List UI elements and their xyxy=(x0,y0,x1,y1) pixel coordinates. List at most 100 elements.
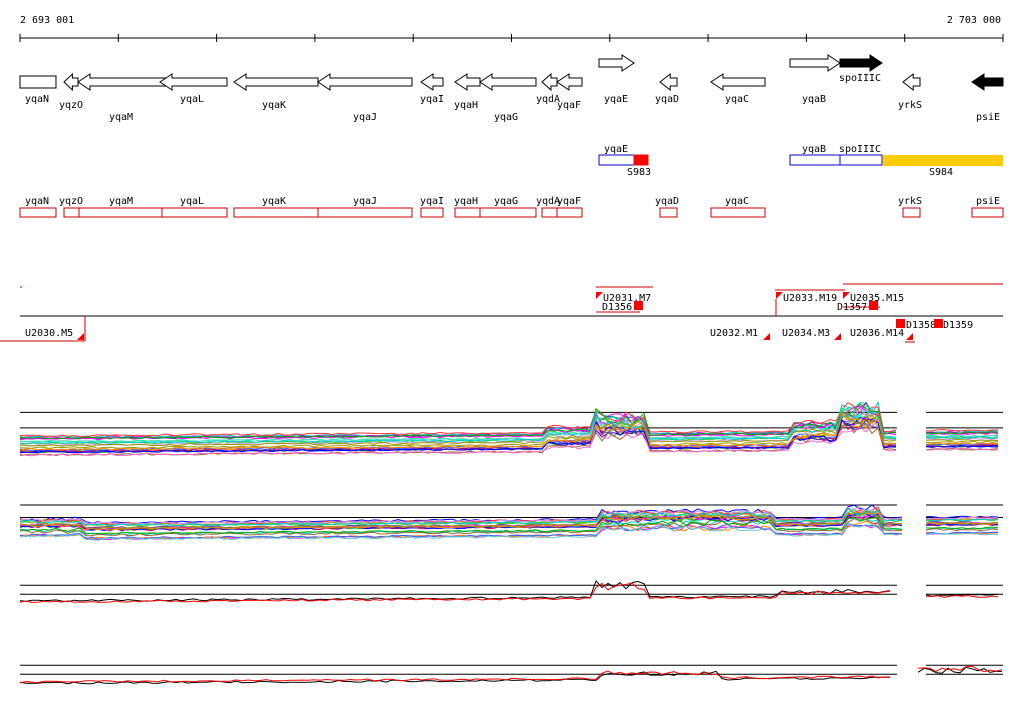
gene-label: yqaJ xyxy=(353,112,377,123)
gene-arrow[interactable] xyxy=(233,73,319,91)
gene-arrow[interactable] xyxy=(19,75,57,89)
expression-trace xyxy=(19,418,999,457)
gene-track: yqaN yqzO yqaM yqaL yqaK yqaJ yqaI yqaH yqaG yqdA… xyxy=(19,54,1004,123)
transcript-label: yqaF xyxy=(557,196,581,207)
transcript-label: yqaM xyxy=(109,196,133,207)
gene-label: yqaI xyxy=(420,94,444,105)
gene-label: yqaN xyxy=(25,94,49,105)
gene-arrow[interactable] xyxy=(454,73,481,91)
gene-label: yqaE xyxy=(604,94,628,105)
gene-arrow[interactable] xyxy=(971,73,1004,91)
segment-label: S983 xyxy=(627,167,651,178)
expression-trace xyxy=(19,401,999,437)
transcript-box[interactable] xyxy=(19,207,57,218)
expression-trace xyxy=(19,411,999,447)
segment-bar[interactable] xyxy=(883,155,1003,166)
gene-arrow[interactable] xyxy=(659,72,678,92)
expression-panel-4 xyxy=(19,664,1003,685)
transcript-box[interactable] xyxy=(541,207,558,218)
operon-box[interactable] xyxy=(789,154,841,166)
upshift-label: U2030.M5 xyxy=(25,328,73,339)
gene-label: yrkS xyxy=(898,100,922,111)
downshift-mark xyxy=(896,319,905,328)
transcript-box[interactable] xyxy=(63,207,80,218)
transcript-box[interactable] xyxy=(659,207,678,218)
gene-arrow[interactable] xyxy=(77,73,167,91)
transcript-track: yqaN yqzO yqaM yqaL yqaK yqaJ yqaI yqaH yqaG yqdA… xyxy=(19,196,1004,218)
downshift-label: D1356 xyxy=(602,302,632,313)
operon-label: yqaE xyxy=(604,144,628,155)
gene-arrow[interactable] xyxy=(902,72,921,92)
expression-trace xyxy=(19,416,999,454)
transcript-label: yqaC xyxy=(725,196,749,207)
transcript-label: psiE xyxy=(976,196,1000,207)
upshift-label: U2032.M1 xyxy=(710,328,758,339)
transcript-box[interactable] xyxy=(454,207,481,218)
transcript-label: yqaG xyxy=(494,196,518,207)
gene-arrow[interactable] xyxy=(541,72,558,92)
gene-arrow[interactable] xyxy=(479,73,537,91)
upshift-label: U2035.M15 xyxy=(850,293,904,304)
shift-flag xyxy=(843,292,850,299)
gene-label: yqzO xyxy=(59,100,83,111)
transcript-label: yrkS xyxy=(898,196,922,207)
shift-flag xyxy=(77,333,84,340)
transcript-box[interactable] xyxy=(420,207,444,218)
ruler-end-label: 2 703 000 xyxy=(947,15,1001,26)
transcript-label: yqaI xyxy=(420,196,444,207)
expression-panel-3 xyxy=(19,579,1003,603)
transcript-label: yqaK xyxy=(262,196,286,207)
gene-label: yqaD xyxy=(655,94,679,105)
gene-label: spoIIIC xyxy=(839,73,881,84)
gene-label: yqdA xyxy=(536,94,560,105)
operon-box[interactable] xyxy=(839,154,883,166)
gene-label: yqaH xyxy=(454,100,478,111)
transcript-label: yqaJ xyxy=(353,196,377,207)
gene-arrow[interactable] xyxy=(159,73,228,91)
gene-arrow[interactable] xyxy=(839,54,883,72)
expression-trace xyxy=(19,582,999,603)
expression-trace xyxy=(19,666,1003,685)
ruler-start-label: 2 693 001 xyxy=(20,15,74,26)
upshift-label: U2034.M3 xyxy=(782,328,830,339)
transcript-box[interactable] xyxy=(317,207,413,218)
transcript-box[interactable] xyxy=(161,207,228,218)
promoter-mark xyxy=(633,154,649,166)
upshift-label: U2033.M19 xyxy=(783,293,837,304)
shift-annotation-track: U2030.M5 U2031.M7 U2032.M1 U2033.M19 U2034.M… xyxy=(0,283,1003,343)
downshift-label: D1357 xyxy=(837,302,867,313)
expression-trace xyxy=(19,516,999,535)
expression-panel-1 xyxy=(19,400,1003,457)
transcript-box[interactable] xyxy=(710,207,766,218)
transcript-box[interactable] xyxy=(233,207,319,218)
upshift-label: U2036.M14 xyxy=(850,328,904,339)
expression-panel-2 xyxy=(19,504,1003,541)
expression-trace xyxy=(19,665,1003,684)
gene-label: yqaC xyxy=(725,94,749,105)
transcript-box[interactable] xyxy=(971,207,1004,218)
transcript-box[interactable] xyxy=(556,207,583,218)
transcript-label: yqzO xyxy=(59,196,83,207)
gene-arrow[interactable] xyxy=(710,73,766,91)
gene-arrow[interactable] xyxy=(598,54,635,72)
segment-label: S984 xyxy=(929,167,953,178)
shift-flag xyxy=(906,333,913,340)
transcript-box[interactable] xyxy=(479,207,537,218)
expression-trace xyxy=(19,510,999,530)
transcript-label: yqaH xyxy=(454,196,478,207)
operon-label: yqaB xyxy=(802,144,826,155)
operon-track: yqaE yqaB spoIIIC S983 S984 xyxy=(598,144,1003,178)
coordinate-ruler: 2 693 001 2 703 000 xyxy=(19,15,1004,42)
transcript-box[interactable] xyxy=(78,207,163,218)
transcript-label: yqaD xyxy=(655,196,679,207)
transcript-box[interactable] xyxy=(902,207,921,218)
gene-arrow[interactable] xyxy=(317,73,413,91)
gene-arrow[interactable] xyxy=(556,73,583,91)
gene-arrow[interactable] xyxy=(789,54,841,72)
downshift-label: D1359 xyxy=(943,320,973,331)
transcript-label: yqaN xyxy=(25,196,49,207)
gene-arrow[interactable] xyxy=(420,73,444,91)
gene-arrow[interactable] xyxy=(63,72,79,92)
gene-label: yqaL xyxy=(180,94,204,105)
